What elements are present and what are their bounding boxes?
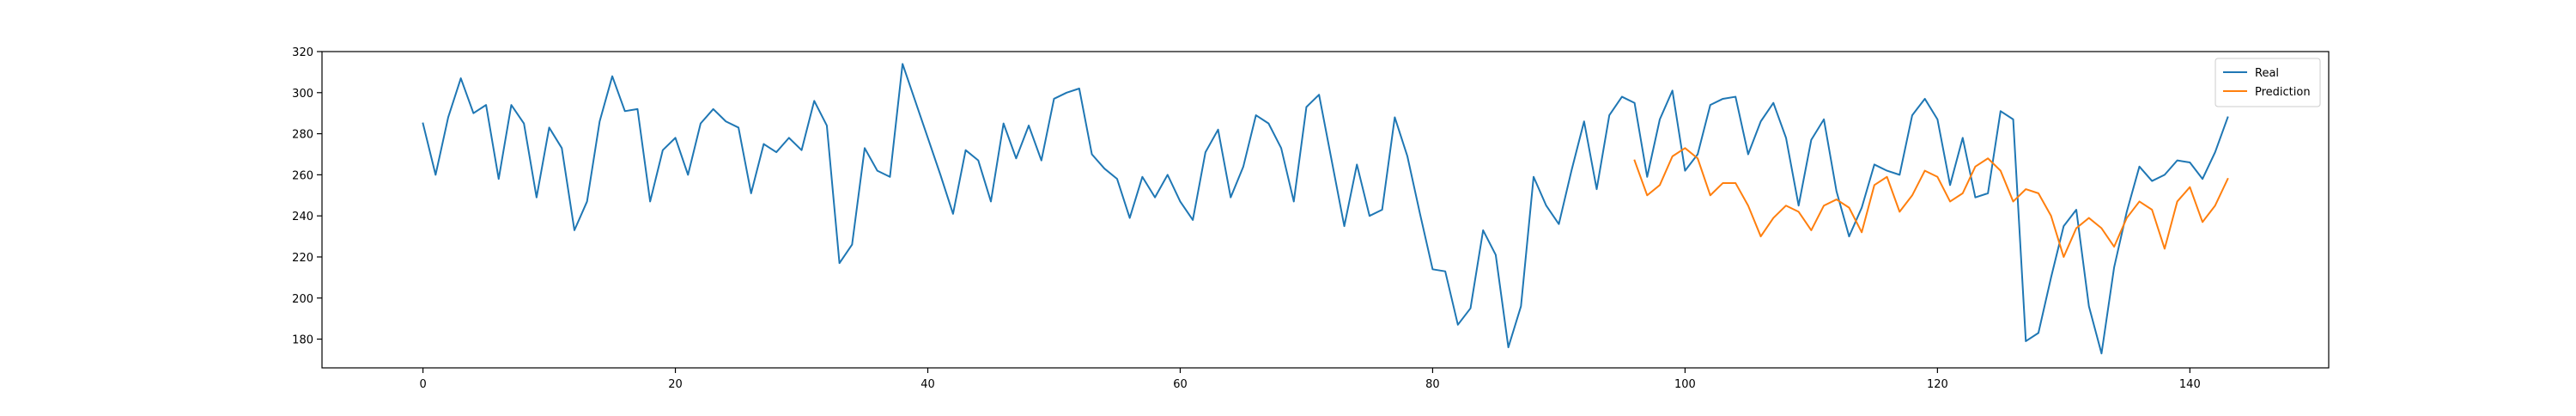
y-tick-label: 260 (292, 169, 313, 182)
series-layer (422, 63, 2229, 355)
x-tick-label: 20 (668, 378, 683, 391)
y-tick-label: 300 (292, 88, 313, 101)
y-tick-label: 320 (292, 46, 313, 59)
legend-box (2215, 58, 2321, 107)
x-tick-label: 60 (1173, 378, 1188, 391)
x-tick-label: 120 (1927, 378, 1948, 391)
y-tick-label: 240 (292, 211, 313, 223)
y-tick-label: 280 (292, 129, 313, 142)
legend-label-real: Real (2255, 67, 2279, 80)
plot-area (322, 52, 2329, 368)
legend: Real Prediction (2215, 58, 2321, 107)
x-tick-label: 140 (2179, 378, 2201, 391)
y-tick-label: 220 (292, 252, 313, 265)
y-axis: 180 200 220 240 260 280 300 320 (292, 46, 322, 347)
x-tick-label: 100 (1674, 378, 1696, 391)
y-tick-label: 200 (292, 293, 313, 306)
plot-frame (321, 51, 2330, 369)
plot-background (322, 52, 2329, 368)
x-tick-label: 80 (1425, 378, 1440, 391)
legend-label-prediction: Prediction (2255, 86, 2311, 99)
y-tick-label: 180 (292, 334, 313, 347)
x-tick-label: 0 (419, 378, 426, 391)
x-tick-label: 40 (920, 378, 935, 391)
plot-border (321, 51, 2330, 369)
series-line-prediction (1633, 147, 2229, 258)
x-axis: 0 20 40 60 80 100 120 140 (419, 368, 2201, 391)
series-line-real (422, 63, 2229, 355)
